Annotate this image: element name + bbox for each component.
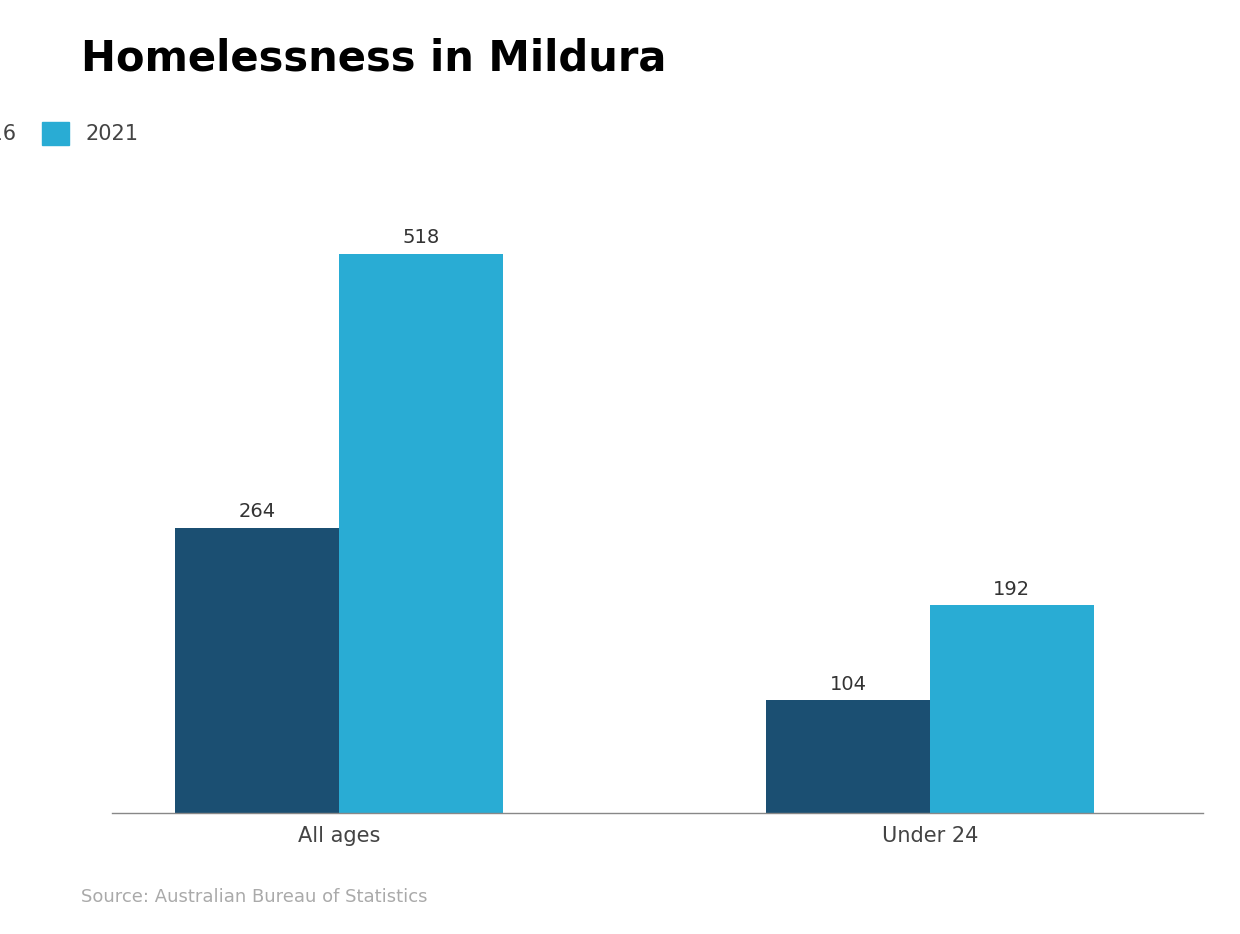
Text: 518: 518 — [402, 228, 439, 248]
Text: 104: 104 — [830, 675, 867, 694]
Text: Homelessness in Mildura: Homelessness in Mildura — [81, 37, 666, 79]
Text: 192: 192 — [993, 580, 1030, 599]
Legend: 2016, 2021: 2016, 2021 — [0, 122, 139, 145]
Bar — [766, 700, 930, 813]
Bar — [175, 528, 339, 813]
Text: 264: 264 — [238, 502, 275, 521]
Bar — [339, 254, 502, 813]
Bar — [930, 605, 1094, 813]
Text: Source: Australian Bureau of Statistics: Source: Australian Bureau of Statistics — [81, 888, 427, 906]
